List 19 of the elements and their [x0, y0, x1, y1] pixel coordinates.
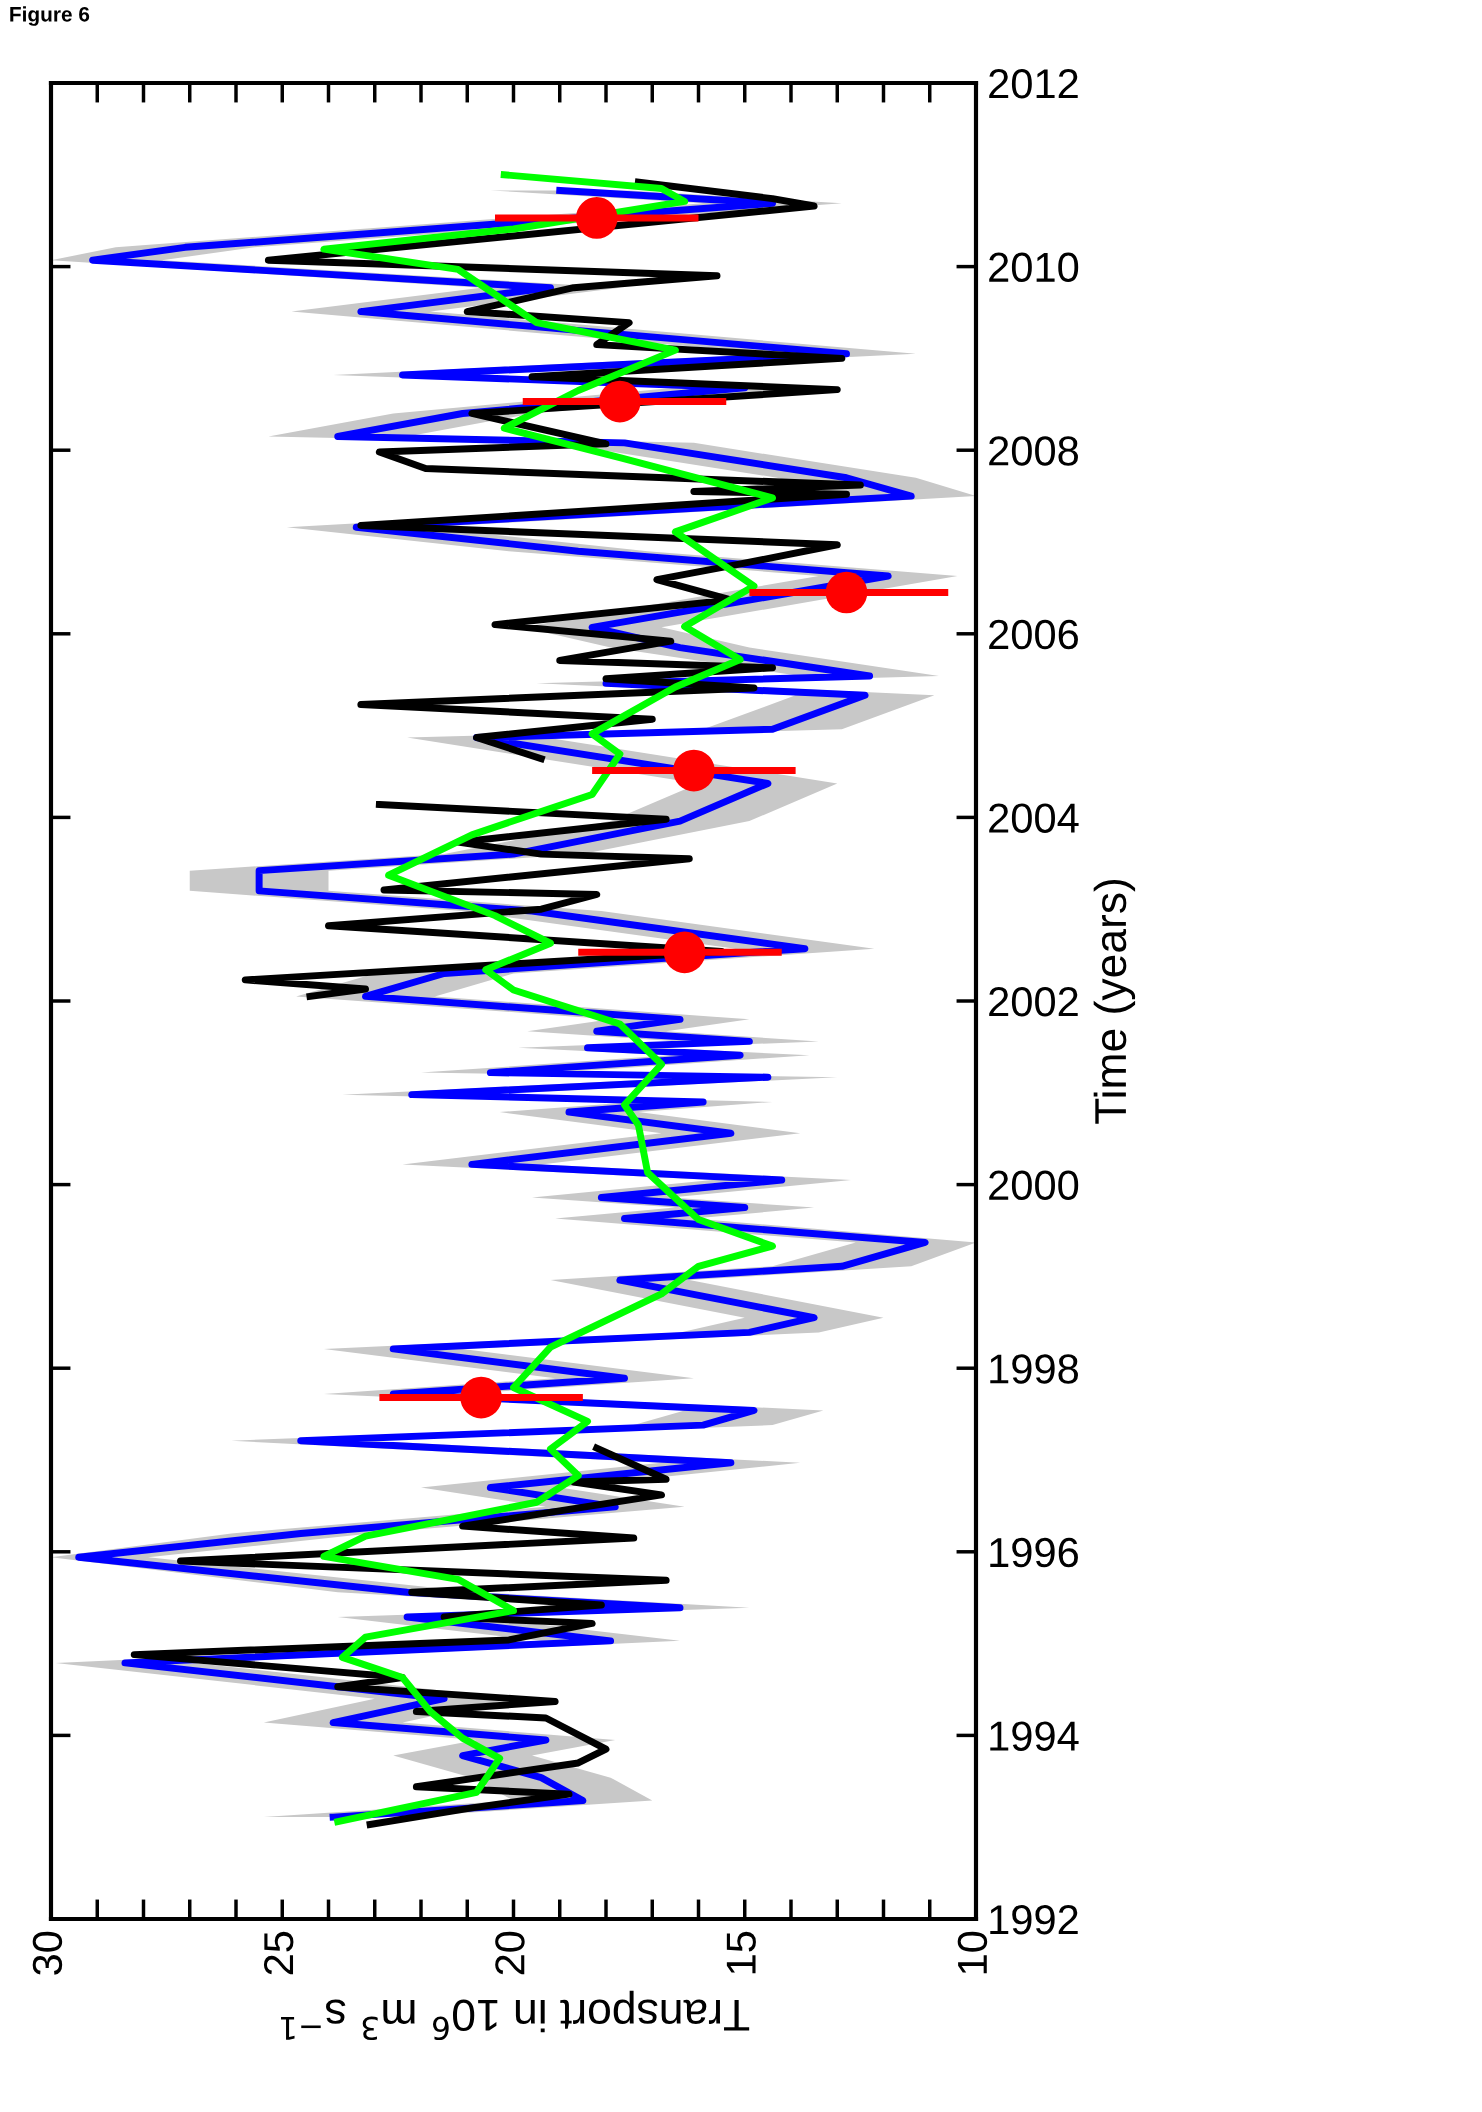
y-tick-label: 2006 [989, 619, 1078, 650]
x-tick-label: 30 [32, 1931, 63, 1975]
y-tick-label: 2004 [989, 803, 1079, 833]
y-tick-label: 2002 [989, 987, 1078, 1017]
y-tick-label: 2010 [989, 252, 1079, 283]
y-tick-label: 1998 [990, 1354, 1078, 1384]
x-tick-label: 25 [263, 1931, 294, 1975]
y-tick-label: 2012 [989, 69, 1078, 99]
x-axis-title: Transport in 10$^{6}$ m$^{3}$ s$^{−1}$ [281, 1990, 750, 2041]
x-tick-label: 20 [495, 1931, 525, 1975]
y-tick-label: 1996 [990, 1537, 1078, 1568]
caption: Figure 6 [10, 6, 90, 26]
x-tick-label: 10 [957, 1931, 988, 1974]
y-tick-label: 2008 [989, 436, 1078, 466]
y-tick-label: 1992 [990, 1905, 1078, 1935]
x-tick-label: 15 [726, 1931, 756, 1974]
y-tick-label: 2000 [989, 1170, 1079, 1201]
y-tick-label: 1994 [990, 1721, 1079, 1751]
y-axis-title: Time (years) [1093, 879, 1136, 1124]
